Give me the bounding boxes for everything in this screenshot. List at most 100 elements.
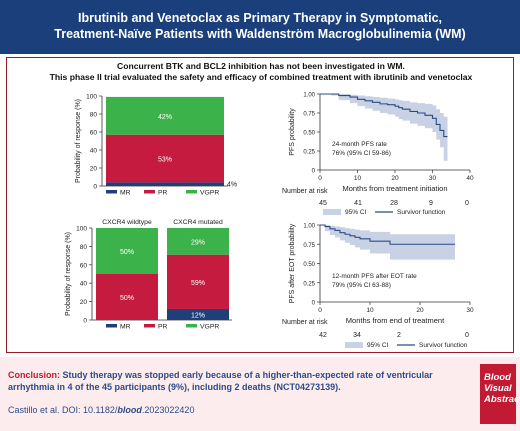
conclusion-box	[0, 357, 520, 431]
km-risk-value-1: 2	[397, 332, 401, 339]
km-y-tick-label-1: 0	[312, 301, 316, 307]
km-y-axis-label-1: PFS after EOT probability	[289, 223, 296, 303]
km-legend-ci-label-0: 95% CI	[345, 209, 367, 216]
conclusion-body: Study therapy was stopped early because …	[8, 370, 433, 392]
badge-line-1: Blood	[484, 372, 511, 383]
conclusion-text: Conclusion: Study therapy was stopped ea…	[8, 370, 448, 393]
km-y-tick-label-0: 1.00	[303, 93, 315, 99]
km-x-tick-label-0: 30	[429, 175, 437, 182]
bar-category-label: CXCR4 wildtype	[102, 219, 152, 226]
km-x-tick-label-0: 10	[354, 175, 362, 182]
bar-data-label-pr: 50%	[120, 295, 134, 302]
subtitle-line-2: This phase II trial evaluated the safety…	[49, 72, 473, 82]
km-x-tick-label-0: 20	[391, 175, 399, 182]
bar-y-tick-label-1: 40	[80, 281, 88, 288]
km-y-tick-label-1: 0.50	[303, 262, 315, 268]
km-y-tick-label-1: 0.25	[303, 281, 315, 287]
blood-visual-abstract-logo: Blood Visual Abstract	[480, 364, 520, 424]
bar-y-tick-label-0: 60	[90, 130, 98, 137]
bar-segment-vgpr	[106, 96, 224, 135]
subtitle-line-1: Concurrent BTK and BCL2 inhibition has n…	[117, 61, 405, 71]
km-y-tick-label-1: 0.75	[303, 243, 315, 249]
bar-data-label-vgpr: 42%	[158, 114, 172, 121]
legend-swatch-pr	[144, 324, 155, 328]
legend-label-mr: MR	[120, 324, 131, 331]
citation-journal: blood	[117, 405, 142, 415]
bar-segment-pr	[96, 274, 158, 320]
header-banner: Ibrutinib and Venetoclax as Primary Ther…	[0, 0, 520, 54]
legend-label-vgpr: VGPR	[200, 190, 219, 197]
legend-swatch-pr	[144, 190, 155, 194]
bar-y-tick-label-1: 20	[80, 299, 88, 306]
km-ci-band-0	[320, 94, 448, 161]
legend-swatch-vgpr	[186, 324, 197, 328]
bar-segment-vgpr	[96, 228, 158, 274]
bar-data-label-mr: 12%	[191, 312, 205, 319]
km-risk-label-0: Number at risk	[282, 188, 328, 195]
km-y-axis-label-0: PFS probability	[289, 108, 296, 156]
km-annotation-line-1-1: 12-month PFS after EOT rate	[332, 273, 417, 280]
km-legend-ci-label-1: 95% CI	[367, 342, 389, 349]
citation[interactable]: Castillo et al. DOI: 10.1182/blood.20230…	[8, 405, 194, 415]
km-annotation-line-2-0: 76% (95% CI 59-86)	[332, 150, 391, 157]
legend-swatch-vgpr	[186, 190, 197, 194]
legend-swatch-mr	[106, 190, 117, 194]
km-legend-line-label-1: Survivor function	[419, 342, 468, 349]
bar-y-tick-label-0: 40	[90, 148, 98, 155]
km-risk-value-0: 0	[465, 200, 469, 207]
km-x-tick-label-1: 30	[466, 307, 474, 314]
km-x-tick-label-1: 10	[366, 307, 374, 314]
bar-segment-vgpr	[167, 228, 229, 255]
bar-y-tick-label-1: 80	[80, 244, 88, 251]
km-annotation-line-1-0: 24-month PFS rate	[332, 141, 387, 148]
km-x-axis-label-1: Months from end of treatment	[346, 316, 445, 325]
bar-y-tick-label-1: 100	[76, 226, 87, 233]
bar-y-tick-label-0: 20	[90, 166, 98, 173]
bar-category-label: CXCR4 mutated	[173, 219, 223, 226]
citation-suffix: .2023022420	[141, 405, 195, 415]
km-survival-line-0	[320, 93, 448, 138]
km-survival-line-1	[320, 224, 455, 245]
bar-data-label-pr: 53%	[158, 157, 172, 164]
legend-label-vgpr: VGPR	[200, 324, 219, 331]
badge-line-2: Visual	[484, 383, 512, 394]
bar-y-tick-label-0: 0	[93, 184, 97, 191]
bar-segment-mr	[106, 182, 224, 186]
bar-segment-pr	[106, 134, 224, 183]
km-risk-value-0: 9	[429, 200, 433, 207]
km-risk-value-0: 28	[390, 200, 398, 207]
km-risk-value-1: 34	[353, 332, 361, 339]
km-risk-value-1: 0	[465, 332, 469, 339]
km-legend-ci-swatch-0	[323, 209, 341, 215]
km-x-tick-label-1: 0	[318, 307, 322, 314]
km-legend-ci-swatch-1	[345, 342, 363, 348]
legend-label-mr: MR	[120, 190, 131, 197]
badge-line-3: Abstract	[484, 394, 520, 405]
km-x-tick-label-1: 20	[416, 307, 424, 314]
km-y-tick-label-0: 0.25	[303, 150, 315, 156]
km-x-axis-label-0: Months from treatment initiation	[342, 184, 447, 193]
km-y-tick-label-0: 0.50	[303, 131, 315, 137]
km-legend-line-label-0: Survivor function	[397, 209, 446, 216]
km-y-tick-label-0: 0	[312, 169, 316, 175]
km-x-tick-label-0: 0	[318, 175, 322, 182]
bar-y-tick-label-1: 0	[83, 318, 87, 325]
km-risk-label-1: Number at risk	[282, 319, 328, 326]
legend-label-pr: PR	[158, 190, 168, 197]
legend-swatch-mr	[106, 324, 117, 328]
bar-segment-pr	[167, 254, 229, 309]
citation-prefix: Castillo et al. DOI: 10.1182/	[8, 405, 118, 415]
km-risk-value-0: 45	[319, 200, 327, 207]
km-risk-value-0: 41	[354, 200, 362, 207]
legend-label-pr: PR	[158, 324, 168, 331]
km-ci-band-1	[320, 225, 455, 260]
km-x-tick-label-0: 40	[466, 175, 474, 182]
km-risk-value-1: 42	[319, 332, 327, 339]
bar-segment-mr	[167, 308, 229, 320]
bar-y-tick-label-0: 80	[90, 112, 98, 119]
bar-data-label-vgpr: 29%	[191, 239, 205, 246]
bar-data-label-mr: 4%	[227, 181, 237, 188]
km-annotation-line-2-1: 79% (95% CI 63-88)	[332, 282, 391, 289]
